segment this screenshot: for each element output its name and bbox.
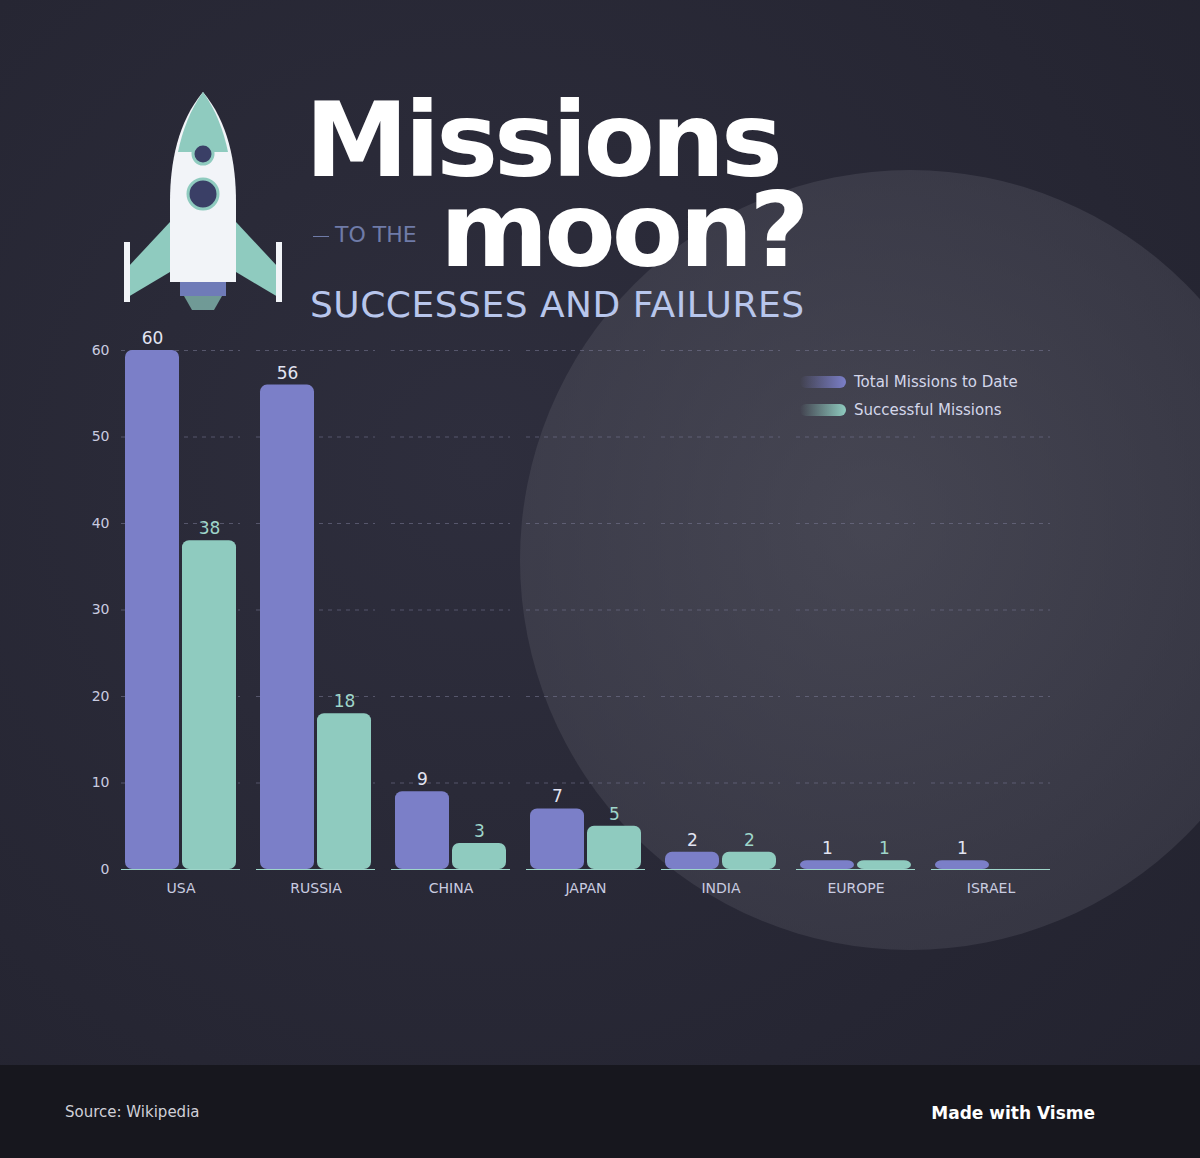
svg-text:1: 1: [957, 838, 968, 858]
svg-text:2: 2: [687, 830, 698, 850]
svg-text:9: 9: [417, 769, 428, 789]
html-text:SUCCESSES AND FAILURES: SUCCESSES AND FAILURES: [310, 284, 805, 325]
svg-text:18: 18: [334, 691, 356, 711]
svg-text:0: 0: [101, 861, 110, 877]
svg-text:RUSSIA: RUSSIA: [290, 880, 342, 896]
svg-text:30: 30: [92, 601, 110, 617]
svg-text:USA: USA: [167, 880, 196, 896]
svg-text:ISRAEL: ISRAEL: [967, 880, 1016, 896]
html-text:Made with Visme: Made with Visme: [931, 1103, 1095, 1123]
svg-text:60: 60: [142, 328, 164, 348]
svg-text:1: 1: [822, 838, 833, 858]
svg-text:EUROPE: EUROPE: [827, 880, 884, 896]
svg-text:60: 60: [92, 342, 110, 358]
svg-text:CHINA: CHINA: [429, 880, 474, 896]
svg-text:2: 2: [744, 830, 755, 850]
svg-text:10: 10: [92, 774, 110, 790]
html-text:Source: Wikipedia: Source: Wikipedia: [65, 1103, 200, 1121]
svg-text:5: 5: [609, 804, 620, 824]
html-text:Missions: Missions: [305, 79, 779, 201]
svg-text:38: 38: [199, 518, 221, 538]
html-text:Total Missions to Date: Total Missions to Date: [854, 373, 1018, 391]
html-text:moon?: moon?: [440, 169, 806, 291]
svg-text:56: 56: [277, 363, 299, 383]
svg-text:20: 20: [92, 688, 110, 704]
html-text:TO THE: TO THE: [335, 222, 417, 247]
svg-text:7: 7: [552, 786, 563, 806]
svg-text:3: 3: [474, 821, 485, 841]
svg-text:INDIA: INDIA: [701, 880, 741, 896]
svg-text:JAPAN: JAPAN: [564, 880, 606, 896]
svg-text:40: 40: [92, 515, 110, 531]
svg-text:1: 1: [879, 838, 890, 858]
svg-text:50: 50: [92, 428, 110, 444]
html-text:Successful Missions: Successful Missions: [854, 401, 1002, 419]
